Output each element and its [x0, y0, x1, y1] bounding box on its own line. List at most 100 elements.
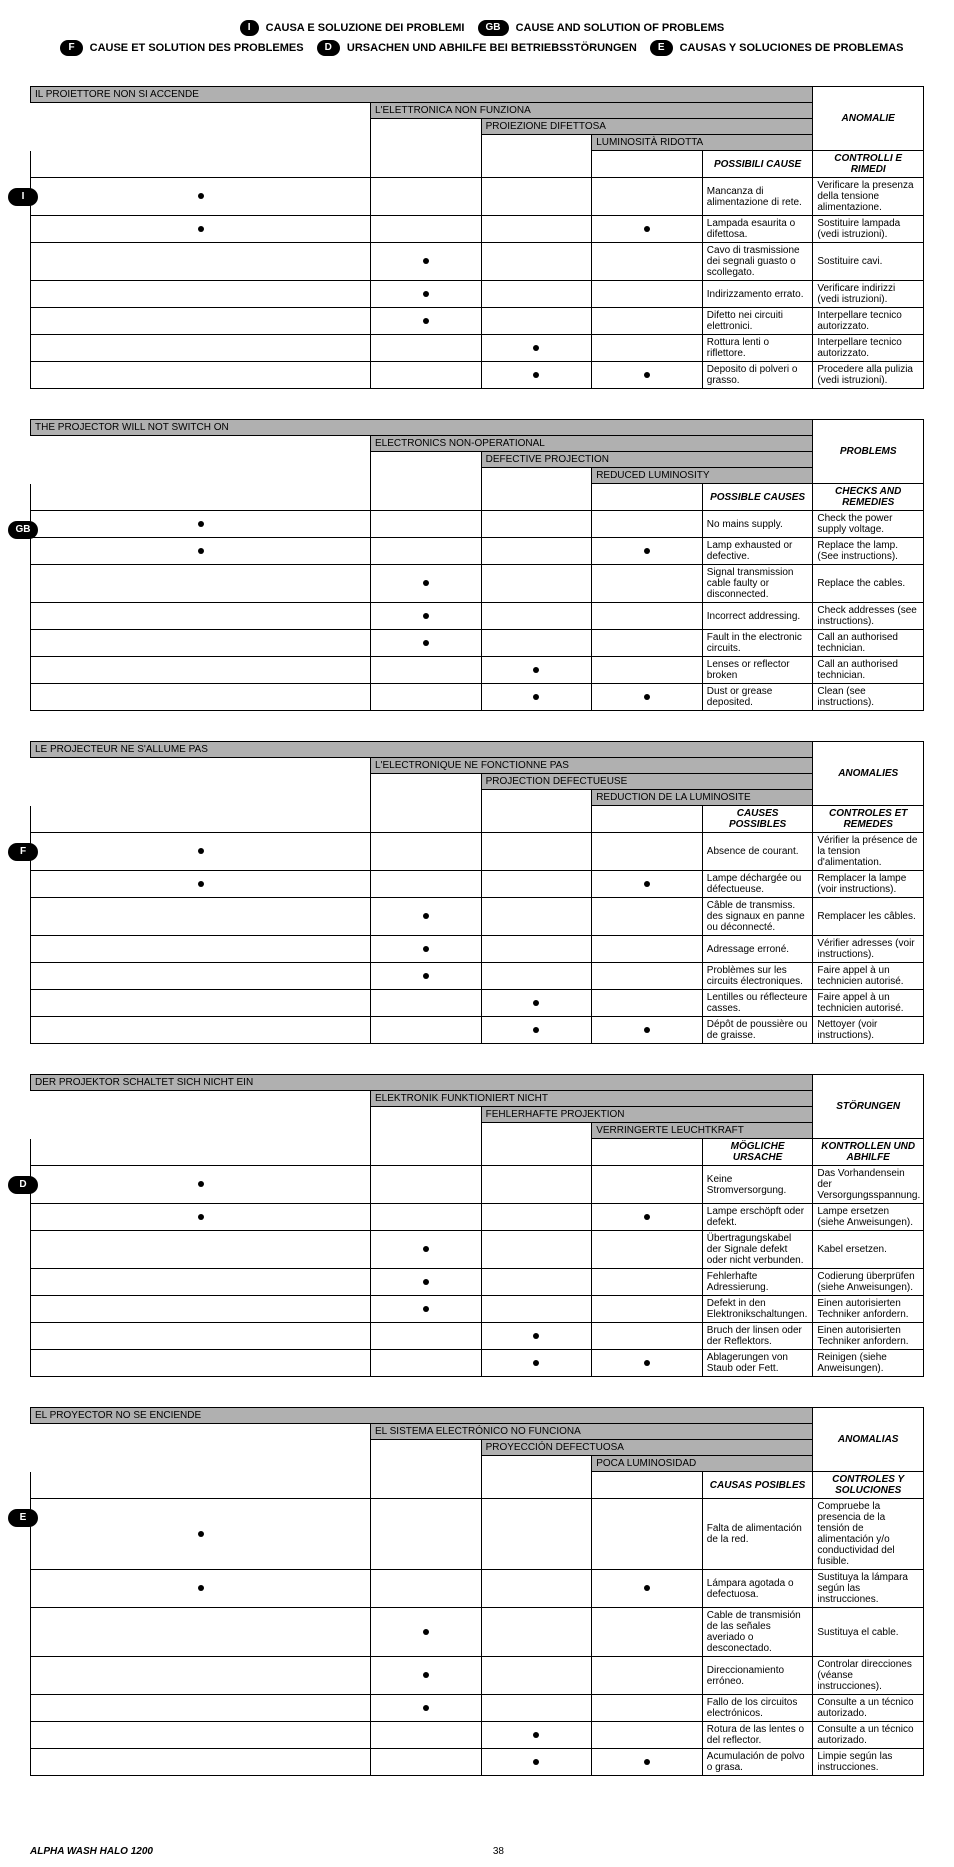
dot-cell [31, 1231, 371, 1269]
side-lang-badge: F [8, 843, 38, 861]
dot-cell [592, 335, 703, 362]
causes-header: MÖGLICHE URSACHE [702, 1139, 813, 1166]
spacer-cell [371, 468, 482, 484]
spacer-cell [31, 103, 371, 119]
cause-cell: Falta de alimentación de la red. [702, 1499, 813, 1570]
dot-cell [31, 1570, 371, 1608]
dot-cell [592, 657, 703, 684]
cause-cell: Adressage erroné. [702, 936, 813, 963]
dot-cell [31, 603, 371, 630]
check-cell: Replace the cables. [813, 565, 924, 603]
dot-icon [198, 548, 204, 554]
symptom-cell: REDUCED LUMINOSITY [592, 468, 813, 484]
dot-cell [371, 1166, 482, 1204]
dot-icon [198, 881, 204, 887]
symptom-cell: THE PROJECTOR WILL NOT SWITCH ON [31, 420, 813, 436]
dot-cell [592, 1269, 703, 1296]
symptom-cell: VERRINGERTE LEUCHTKRAFT [592, 1123, 813, 1139]
dot-icon [423, 1246, 429, 1252]
cause-cell: Acumulación de polvo o grasa. [702, 1749, 813, 1776]
symptom-cell: POCA LUMINOSIDAD [592, 1456, 813, 1472]
causes-header: POSSIBLE CAUSES [702, 484, 813, 511]
spacer-cell [371, 790, 482, 806]
dot-icon [644, 226, 650, 232]
dot-cell [371, 511, 482, 538]
footer: ALPHA WASH HALO 1200 38 [0, 1826, 954, 1867]
dot-cell [481, 216, 592, 243]
dot-cell [371, 1499, 482, 1570]
spacer-cell [31, 468, 371, 484]
symptom-cell: DEFECTIVE PROJECTION [481, 452, 813, 468]
dot-cell [371, 362, 482, 389]
dot-cell [481, 538, 592, 565]
check-cell: Einen autorisierten Techniker anfordern. [813, 1296, 924, 1323]
check-cell: Compruebe la presencia de la tensión de … [813, 1499, 924, 1570]
lang-badge-i: I [240, 20, 259, 36]
trouble-table: IL PROIETTORE NON SI ACCENDEANOMALIE L'E… [30, 86, 924, 389]
spacer-cell [31, 1091, 371, 1107]
dot-icon [533, 1333, 539, 1339]
dot-cell [481, 565, 592, 603]
dot-icon [533, 1732, 539, 1738]
dot-cell [371, 243, 482, 281]
cause-cell: Direccionamiento erróneo. [702, 1657, 813, 1695]
check-cell: Call an authorised technician. [813, 630, 924, 657]
dot-cell [31, 871, 371, 898]
cause-cell: Rotura de las lentes o del reflector. [702, 1722, 813, 1749]
dot-icon [423, 640, 429, 646]
spacer-cell [31, 452, 371, 468]
dot-cell [371, 281, 482, 308]
spacer-cell [371, 1107, 482, 1123]
dot-icon [423, 1672, 429, 1678]
check-cell: Nettoyer (voir instructions). [813, 1017, 924, 1044]
side-lang-badge: GB [8, 521, 38, 539]
check-cell: Consulte a un técnico autorizado. [813, 1695, 924, 1722]
dot-cell [592, 1695, 703, 1722]
header-text: CAUSAS Y SOLUCIONES DE PROBLEMAS [680, 42, 904, 54]
dot-cell [592, 565, 703, 603]
model-name: ALPHA WASH HALO 1200 [30, 1846, 153, 1857]
check-cell: Faire appel à un technicien autorisé. [813, 963, 924, 990]
dot-cell [31, 833, 371, 871]
cause-cell: Problèmes sur les circuits électroniques… [702, 963, 813, 990]
dot-cell [592, 1231, 703, 1269]
dot-cell [31, 1323, 371, 1350]
symptom-cell: LUMINOSITÀ RIDOTTA [592, 135, 813, 151]
dot-cell [31, 335, 371, 362]
dot-cell [31, 963, 371, 990]
dot-icon [533, 667, 539, 673]
cause-cell: Lamp exhausted or defective. [702, 538, 813, 565]
dot-cell [592, 1296, 703, 1323]
spacer-cell [31, 436, 371, 452]
spacer-cell [481, 1456, 592, 1472]
dot-cell [31, 1657, 371, 1695]
spacer-cell [592, 806, 703, 833]
spacer-cell [31, 1123, 371, 1139]
check-cell: Reinigen (siehe Anweisungen). [813, 1350, 924, 1377]
dot-cell [371, 603, 482, 630]
check-cell: Das Vorhandensein der Versorgungsspannun… [813, 1166, 924, 1204]
cause-cell: Cable de transmisión de las señales aver… [702, 1608, 813, 1657]
dot-cell [592, 684, 703, 711]
dot-icon [423, 946, 429, 952]
dot-cell [371, 178, 482, 216]
dot-cell [481, 936, 592, 963]
cause-cell: Bruch der linsen oder der Reflektors. [702, 1323, 813, 1350]
cause-cell: Fehlerhafte Adressierung. [702, 1269, 813, 1296]
cause-cell: Lampe erschöpft oder defekt. [702, 1204, 813, 1231]
header-text: CAUSE AND SOLUTION OF PROBLEMS [516, 22, 725, 34]
spacer-cell [31, 1139, 371, 1166]
check-cell: Check the power supply voltage. [813, 511, 924, 538]
dot-cell [592, 1722, 703, 1749]
dot-cell [31, 362, 371, 389]
dot-cell [371, 963, 482, 990]
spacer-cell [31, 119, 371, 135]
check-cell: Vérifier adresses (voir instructions). [813, 936, 924, 963]
dot-cell [371, 1231, 482, 1269]
dot-cell [31, 216, 371, 243]
cause-cell: No mains supply. [702, 511, 813, 538]
troubleshoot-table-e: EEL PROYECTOR NO SE ENCIENDEANOMALIAS EL… [30, 1407, 924, 1776]
trouble-table: DER PROJEKTOR SCHALTET SICH NICHT EINSTÖ… [30, 1074, 924, 1377]
dot-cell [31, 538, 371, 565]
dot-cell [31, 1017, 371, 1044]
